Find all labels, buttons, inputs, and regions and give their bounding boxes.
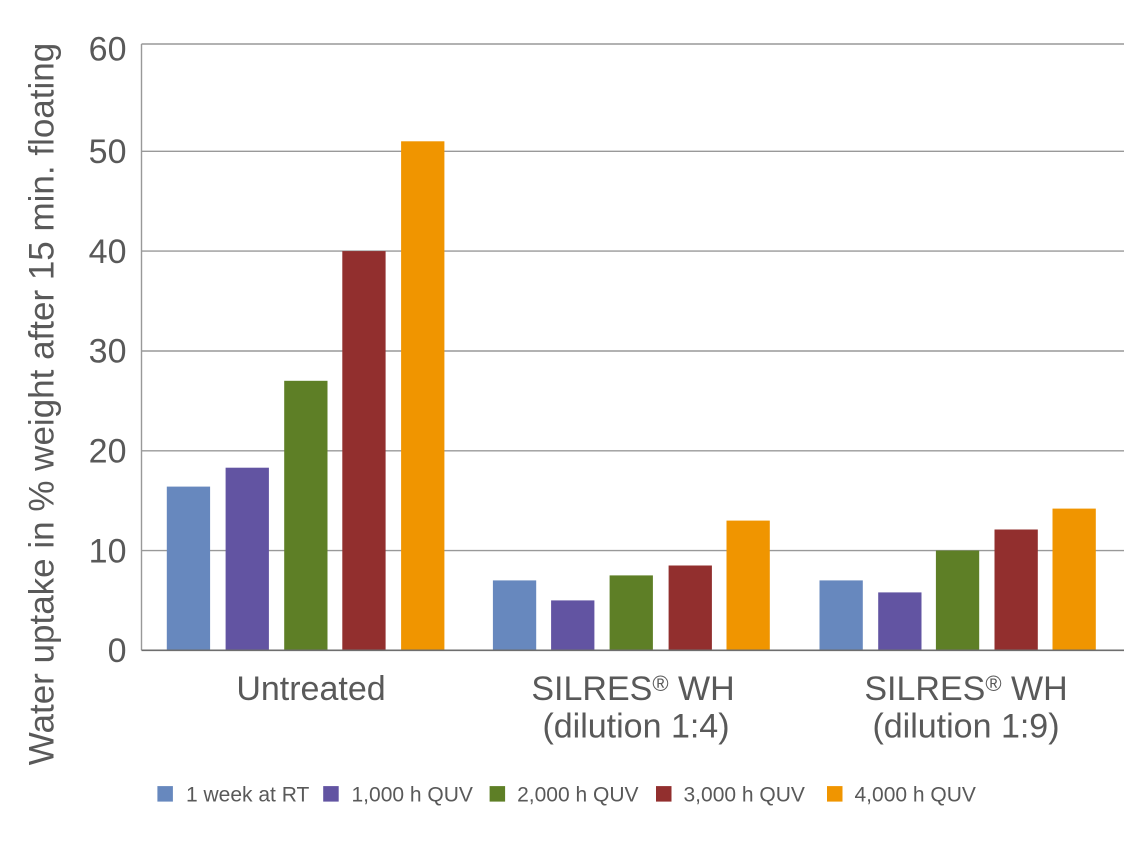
svg-text:40: 40 <box>89 233 127 271</box>
svg-text:60: 60 <box>89 31 127 69</box>
svg-text:2,000 h QUV: 2,000 h QUV <box>517 784 638 807</box>
svg-text:10: 10 <box>89 532 127 570</box>
svg-text:50: 50 <box>89 133 127 171</box>
svg-text:30: 30 <box>89 333 127 371</box>
svg-text:4,000 h QUV: 4,000 h QUV <box>855 784 976 807</box>
svg-text:(dilution 1:4): (dilution 1:4) <box>542 708 729 746</box>
svg-text:Water uptake in % weight after: Water uptake in % weight after 15 min. f… <box>23 43 62 765</box>
svg-text:1,000 h QUV: 1,000 h QUV <box>352 784 473 807</box>
svg-text:SILRES® WH: SILRES® WH <box>531 670 734 708</box>
svg-text:3,000 h QUV: 3,000 h QUV <box>684 784 805 807</box>
svg-text:20: 20 <box>89 433 127 471</box>
svg-text:(dilution 1:9): (dilution 1:9) <box>872 708 1059 746</box>
svg-text:SILRES® WH: SILRES® WH <box>864 670 1067 708</box>
svg-text:0: 0 <box>108 632 127 670</box>
svg-text:1 week at RT: 1 week at RT <box>186 784 310 807</box>
svg-text:Untreated: Untreated <box>236 670 385 708</box>
